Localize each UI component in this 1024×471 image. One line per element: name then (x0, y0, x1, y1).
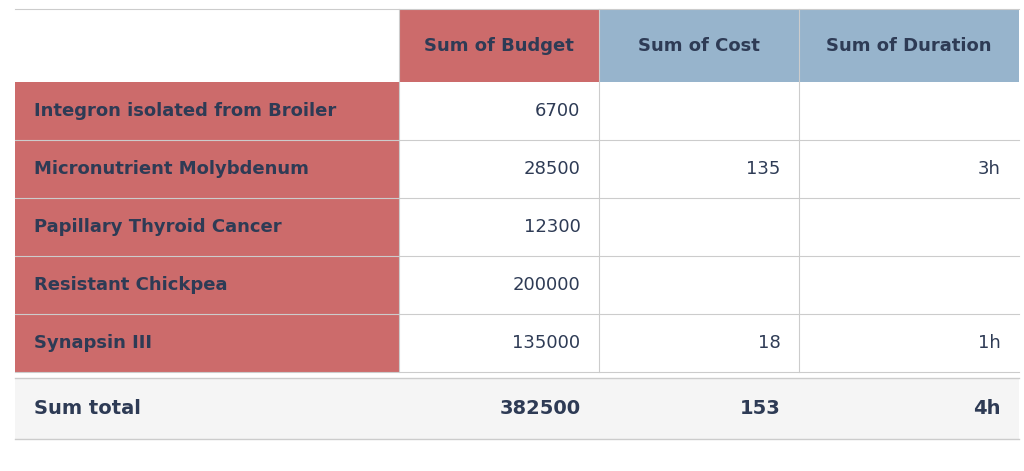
Bar (15, 314, 399, 372)
Text: 1h: 1h (978, 334, 1000, 352)
Bar (599, 314, 799, 372)
Text: Sum total: Sum total (34, 399, 140, 418)
Bar (15, 9, 399, 82)
Bar (799, 9, 1019, 82)
Bar (799, 198, 1019, 256)
Bar (399, 314, 599, 372)
Text: 135: 135 (745, 160, 780, 179)
Text: Synapsin III: Synapsin III (34, 334, 152, 352)
Text: 382500: 382500 (500, 399, 581, 418)
Text: Integron isolated from Broiler: Integron isolated from Broiler (34, 102, 336, 121)
Text: 12300: 12300 (523, 218, 581, 236)
Bar (599, 198, 799, 256)
Bar (599, 378, 799, 439)
Text: Sum of Duration: Sum of Duration (826, 37, 991, 55)
Bar (399, 82, 599, 140)
Bar (399, 9, 599, 82)
Text: 4h: 4h (973, 399, 1000, 418)
Bar (399, 256, 599, 314)
Bar (799, 82, 1019, 140)
Text: 3h: 3h (978, 160, 1000, 179)
Text: 153: 153 (739, 399, 780, 418)
Bar (15, 82, 399, 140)
Bar (15, 140, 399, 198)
Bar (599, 82, 799, 140)
Bar (399, 198, 599, 256)
Bar (599, 256, 799, 314)
Text: Sum of Cost: Sum of Cost (638, 37, 760, 55)
Bar (799, 256, 1019, 314)
Bar (599, 140, 799, 198)
Text: Micronutrient Molybdenum: Micronutrient Molybdenum (34, 160, 308, 179)
Bar (15, 378, 399, 439)
Bar (799, 140, 1019, 198)
Text: 18: 18 (758, 334, 780, 352)
Text: Resistant Chickpea: Resistant Chickpea (34, 276, 227, 294)
Bar (799, 314, 1019, 372)
Text: Sum of Budget: Sum of Budget (424, 37, 574, 55)
Bar (399, 140, 599, 198)
Text: 6700: 6700 (536, 102, 581, 121)
Bar (599, 9, 799, 82)
Bar (399, 378, 599, 439)
Bar (799, 378, 1019, 439)
Bar (15, 198, 399, 256)
Bar (15, 256, 399, 314)
Text: 28500: 28500 (523, 160, 581, 179)
Text: 200000: 200000 (513, 276, 581, 294)
Text: 135000: 135000 (512, 334, 581, 352)
Text: Papillary Thyroid Cancer: Papillary Thyroid Cancer (34, 218, 282, 236)
